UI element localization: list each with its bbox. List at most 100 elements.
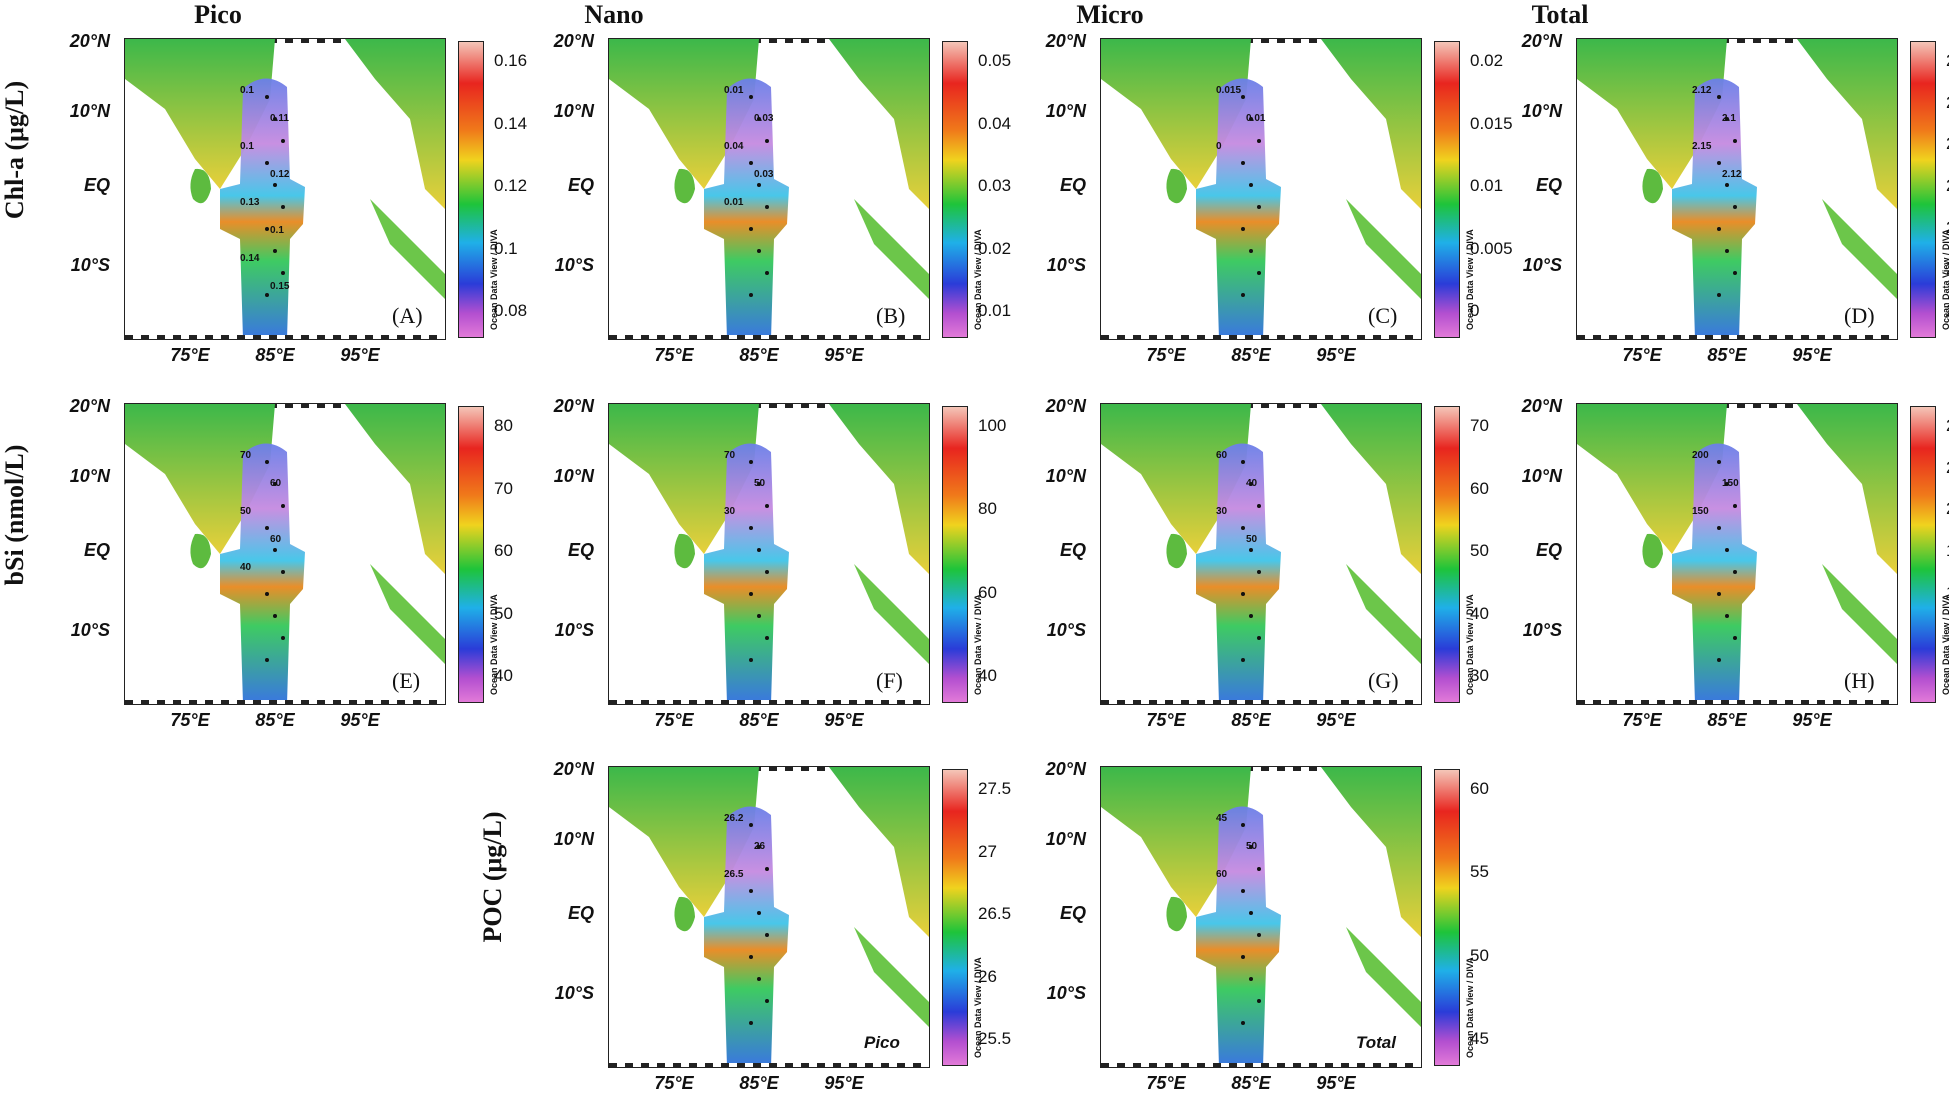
contour-label: 45 (1216, 813, 1228, 824)
station-dot (749, 161, 753, 165)
station-dot (281, 504, 285, 508)
sri-lanka-landmass (1166, 896, 1187, 932)
colorbar-tick-label: 70 (494, 478, 513, 498)
longitude-label: 85°E (255, 345, 295, 365)
station-dot (765, 999, 769, 1003)
map-area (124, 403, 446, 705)
colorbar-tick-label: 55 (1470, 862, 1489, 882)
latitude-label: 10°N (1521, 466, 1562, 486)
latitude-label: 10°N (1045, 829, 1086, 849)
station-dot (265, 95, 269, 99)
latitude-label: EQ (1059, 175, 1086, 195)
station-dot (265, 658, 269, 662)
latitude-label: 20°N (1045, 759, 1086, 779)
latitude-label: 10°N (1045, 466, 1086, 486)
station-dot (1257, 271, 1261, 275)
colorbar-tick-label: 150 (1946, 583, 1949, 603)
station-dot (765, 271, 769, 275)
odv-credit: Ocean Data View / DIVA (1465, 957, 1475, 1058)
colorbar-tick-label: 45 (1470, 1029, 1489, 1048)
sumatra-landmass (1822, 199, 1897, 299)
myanmar-landmass (829, 404, 929, 574)
station-dot (1717, 658, 1721, 662)
station-dot (273, 548, 277, 552)
contour-label: 26 (754, 841, 766, 852)
station-dot (1717, 293, 1721, 297)
station-dot (757, 977, 761, 981)
latitude-label: EQ (567, 903, 594, 923)
station-dot (1717, 161, 1721, 165)
colorbar-tick-label: 50 (1470, 945, 1489, 965)
station-dot (757, 614, 761, 618)
station-dot (1733, 271, 1737, 275)
colorbar-tick-label: 0.1 (494, 238, 518, 258)
colorbar-tick-label: 0.04 (978, 113, 1012, 133)
station-dot (1725, 548, 1729, 552)
colorbar-tick-label: 225 (1946, 458, 1949, 478)
longitude-label: 85°E (739, 345, 779, 365)
station-dot (1717, 526, 1721, 530)
latitude-label: 20°N (553, 759, 594, 779)
contour-label: 0.1 (240, 85, 254, 96)
map-panel-b: 20°N 10°N EQ 10°S 75°E 85°E 95°E 0.01 0.03 0.04 0.… (524, 5, 1011, 365)
station-dot (281, 139, 285, 143)
contour-label: 0.14 (240, 253, 260, 264)
station-dot (1733, 636, 1737, 640)
myanmar-landmass (1797, 39, 1897, 209)
sumatra-landmass (854, 927, 929, 1027)
india-landmass (1101, 767, 1251, 917)
longitude-label: 75°E (1146, 710, 1186, 730)
odv-credit: Ocean Data View / DIVA (973, 594, 983, 695)
colorbar-tick-label: 0.015 (1470, 113, 1513, 133)
latitude-label: 10°S (554, 255, 594, 275)
contour-label: 0.1 (240, 141, 254, 152)
colorbar (1434, 406, 1460, 703)
contour-label: 40 (1246, 478, 1258, 489)
map-area (608, 38, 930, 340)
contour-label: 70 (724, 450, 736, 461)
india-landmass (609, 39, 759, 189)
latitude-label: 10°N (69, 101, 110, 121)
longitude-label: 85°E (1231, 1073, 1271, 1093)
contour-label: 200 (1692, 450, 1709, 461)
sri-lanka-landmass (1642, 533, 1663, 569)
station-dot (273, 614, 277, 618)
longitude-label: 85°E (255, 710, 295, 730)
panel-label: (B) (876, 303, 906, 328)
latitude-label: 20°N (69, 396, 110, 416)
contour-label: 50 (1246, 841, 1258, 852)
station-dot (265, 460, 269, 464)
map-panel-j: 20°N 10°N EQ 10°S 75°E 85°E 95°E 45 50 60 Total 60 5… (1016, 733, 1496, 1093)
map-area (1100, 766, 1422, 1068)
sri-lanka-landmass (674, 896, 695, 932)
colorbar-tick-label: 27 (978, 841, 997, 861)
panel-label: (E) (392, 668, 421, 693)
longitude-label: 75°E (654, 1073, 694, 1093)
map-area (608, 766, 930, 1068)
station-dot (765, 636, 769, 640)
colorbar-tick-label: 30 (1470, 666, 1489, 685)
station-dot (1257, 139, 1261, 143)
sumatra-landmass (370, 564, 445, 664)
station-dot (749, 823, 753, 827)
latitude-label: EQ (1535, 540, 1562, 560)
odv-credit: Ocean Data View / DIVA (1941, 594, 1949, 695)
row-title-bsi: bSi (nmol/L) (0, 444, 29, 586)
contour-label: 60 (1216, 450, 1228, 461)
colorbar-tick-label: 60 (494, 541, 513, 560)
sri-lanka-landmass (1166, 533, 1187, 569)
station-dot (1717, 95, 1721, 99)
station-dot (1257, 570, 1261, 574)
station-dot (749, 460, 753, 464)
sumatra-landmass (1822, 564, 1897, 664)
myanmar-landmass (829, 767, 929, 937)
station-dot (749, 293, 753, 297)
station-dot (757, 249, 761, 253)
station-dot (1241, 592, 1245, 596)
colorbar-tick-label: 0.12 (494, 176, 528, 195)
colorbar-tick-label: 175 (1946, 541, 1949, 561)
panel-label: (G) (1368, 668, 1399, 693)
longitude-label: 85°E (739, 710, 779, 730)
station-dot (1717, 592, 1721, 596)
colorbar-tick-label: 80 (978, 499, 997, 519)
